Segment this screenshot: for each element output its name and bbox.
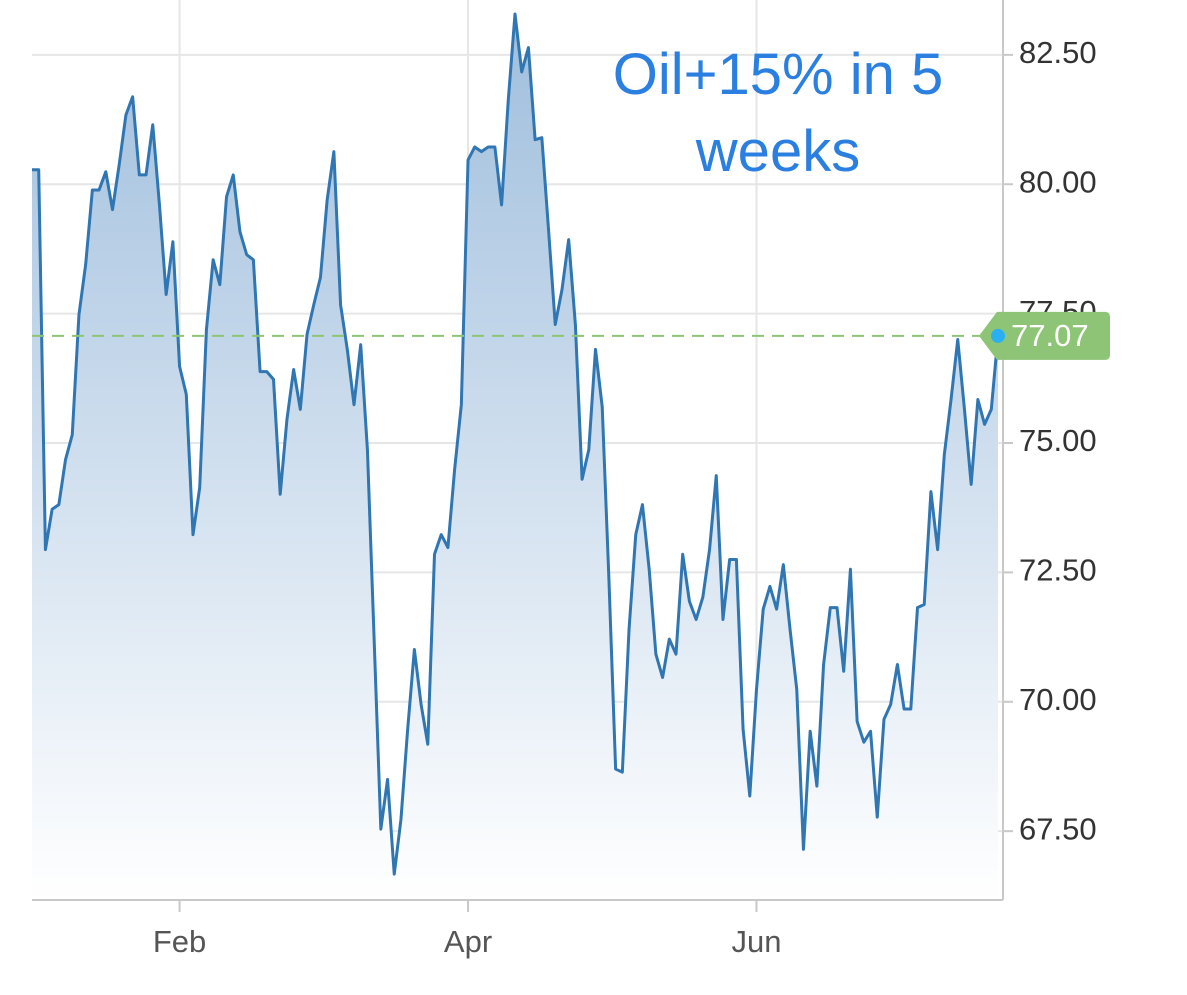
x-tick-label: Apr bbox=[444, 924, 492, 959]
x-tick-label: Jun bbox=[732, 924, 782, 959]
y-tick-label: 82.50 bbox=[1019, 35, 1097, 70]
y-tick-label: 67.50 bbox=[1019, 811, 1097, 846]
price-line bbox=[32, 12, 1000, 876]
y-tick-label: 72.50 bbox=[1019, 553, 1097, 588]
x-tick-label: Feb bbox=[153, 924, 206, 959]
last-value-label: 77.07 bbox=[1011, 318, 1089, 353]
annotation: Oil+15% in 5 weeks bbox=[612, 42, 944, 184]
last-value-tag bbox=[979, 311, 1110, 360]
last-value-dot bbox=[991, 328, 1005, 343]
y-tick-label: 75.00 bbox=[1019, 423, 1097, 458]
y-tick-label: 70.00 bbox=[1019, 682, 1097, 717]
area-fill bbox=[32, 13, 998, 901]
y-tick-label: 80.00 bbox=[1019, 164, 1097, 199]
